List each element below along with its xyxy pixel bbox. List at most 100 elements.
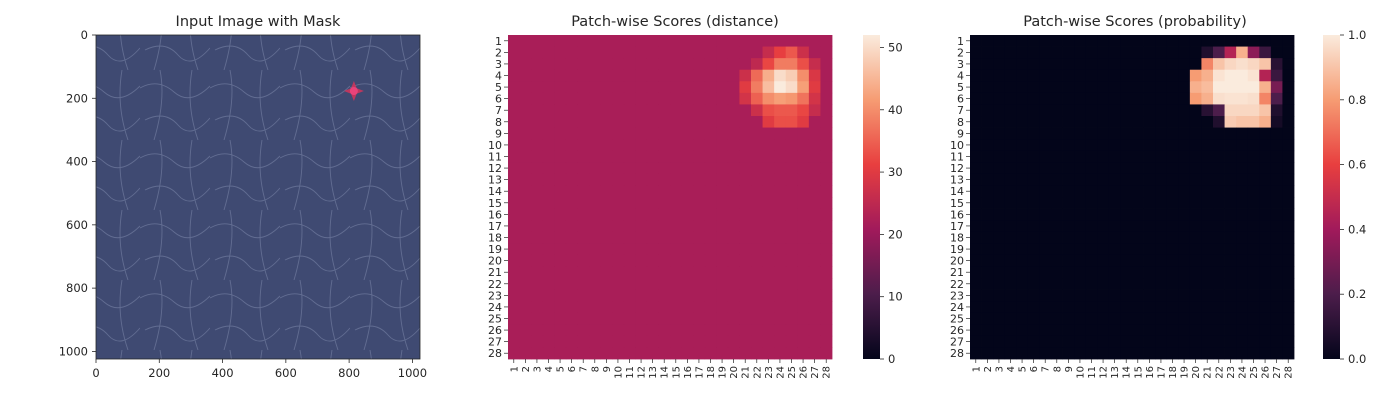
heatmap-cell [1143,185,1156,198]
heatmap-cell [519,150,532,163]
heatmap-cell [519,162,532,175]
heatmap-cell [1178,197,1191,209]
heatmap-cell [727,139,740,152]
heatmap-cell [1108,243,1121,256]
col-label: 5 [1018,366,1029,372]
heatmap-cell [797,116,810,128]
heatmap-cell [565,139,578,152]
row-label: 14 [950,185,964,198]
heatmap-cell [1270,92,1283,105]
heatmap-cell [646,116,659,128]
heatmap-cell [1259,139,1272,152]
heatmap-cell [1051,197,1063,209]
heatmap-cell [970,266,982,279]
heatmap-cell [1270,208,1283,221]
heatmap-cell [1120,266,1133,279]
heatmap-cell [508,69,520,82]
heatmap-cell [1224,335,1237,348]
col-label: 10 [613,366,624,379]
heatmap-cell [762,220,775,233]
heatmap-cell [1143,139,1156,152]
heatmap-cell [1085,347,1098,360]
heatmap-cell [508,150,520,163]
heatmap-cell [1213,231,1225,244]
heatmap-cell [704,220,717,233]
heatmap-cell [1282,35,1295,47]
heatmap-cell [508,301,520,314]
heatmap-cell [820,335,833,348]
heatmap-cell [612,185,625,198]
heatmap-cell [751,231,763,244]
heatmap-cell [762,81,775,94]
heatmap-cell [797,208,810,221]
heatmap-cell [658,254,671,267]
heatmap-cell [1039,69,1052,82]
heatmap-cell [1004,58,1017,71]
heatmap-cell [993,231,1006,244]
heatmap-cell [531,150,544,163]
heatmap-cell [1143,46,1156,59]
heatmap-cell [577,35,590,47]
heatmap-cell [589,92,601,105]
heatmap-cell [751,69,763,82]
heatmap-cell [531,278,544,290]
heatmap-cell [1016,278,1029,290]
heatmap-cell [808,312,821,325]
heatmap-cell [554,197,567,209]
heatmap-cell [774,289,787,302]
heatmap-cell [508,208,520,221]
heatmap-cell [1201,301,1214,314]
heatmap-cell [508,116,520,128]
heatmap-cell [1132,208,1144,221]
heatmap-cell [797,278,810,290]
heatmap-cell [1074,127,1087,140]
heatmap-cell [981,278,994,290]
heatmap-cell [681,312,694,325]
row-label: 10 [488,139,502,152]
heatmap-cell [981,185,994,198]
heatmap-cell [1155,301,1168,314]
heatmap-cell [1178,335,1191,348]
heatmap-cell [716,231,729,244]
heatmap-cell [554,324,567,337]
heatmap-cell [1097,58,1110,71]
heatmap-cell [1085,46,1098,59]
heatmap-cell [508,35,520,47]
heatmap-cell [785,301,798,314]
heatmap-cell [623,139,636,152]
heatmap-cell [1132,347,1144,360]
heatmap-cell [808,185,821,198]
heatmap-cell [1201,116,1214,128]
heatmap-cell [1074,116,1087,128]
heatmap-cell [993,301,1006,314]
col-label: 7 [1041,366,1052,372]
heatmap-cell [774,197,787,209]
heatmap-cell [589,69,601,82]
heatmap-cell [1236,324,1249,337]
heatmap-cell [1027,289,1040,302]
heatmap-cell [577,231,590,244]
heatmap-cell [589,289,601,302]
heatmap-cell [1097,116,1110,128]
heatmap-cell [774,324,787,337]
heatmap-cell [600,139,613,152]
heatmap-cell [577,312,590,325]
heatmap-cell [762,92,775,105]
heatmap-cell [808,127,821,140]
heatmap-cell [1259,46,1272,59]
heatmap-cell [1189,104,1202,117]
heatmap-cell [1259,278,1272,290]
heatmap-cell [1004,69,1017,82]
heatmap-cell [1189,301,1202,314]
heatmap-cell [635,104,648,117]
heatmap-cell [670,81,682,94]
colorbar-tick-label: 0.0 [1348,352,1366,366]
heatmap-cell [774,46,787,59]
heatmap-cell [981,254,994,267]
heatmap-cell [577,254,590,267]
heatmap-cell [554,243,567,256]
heatmap-cell [693,335,706,348]
heatmap-cell [970,231,982,244]
heatmap-cell [1132,58,1144,71]
heatmap-cell [739,127,752,140]
